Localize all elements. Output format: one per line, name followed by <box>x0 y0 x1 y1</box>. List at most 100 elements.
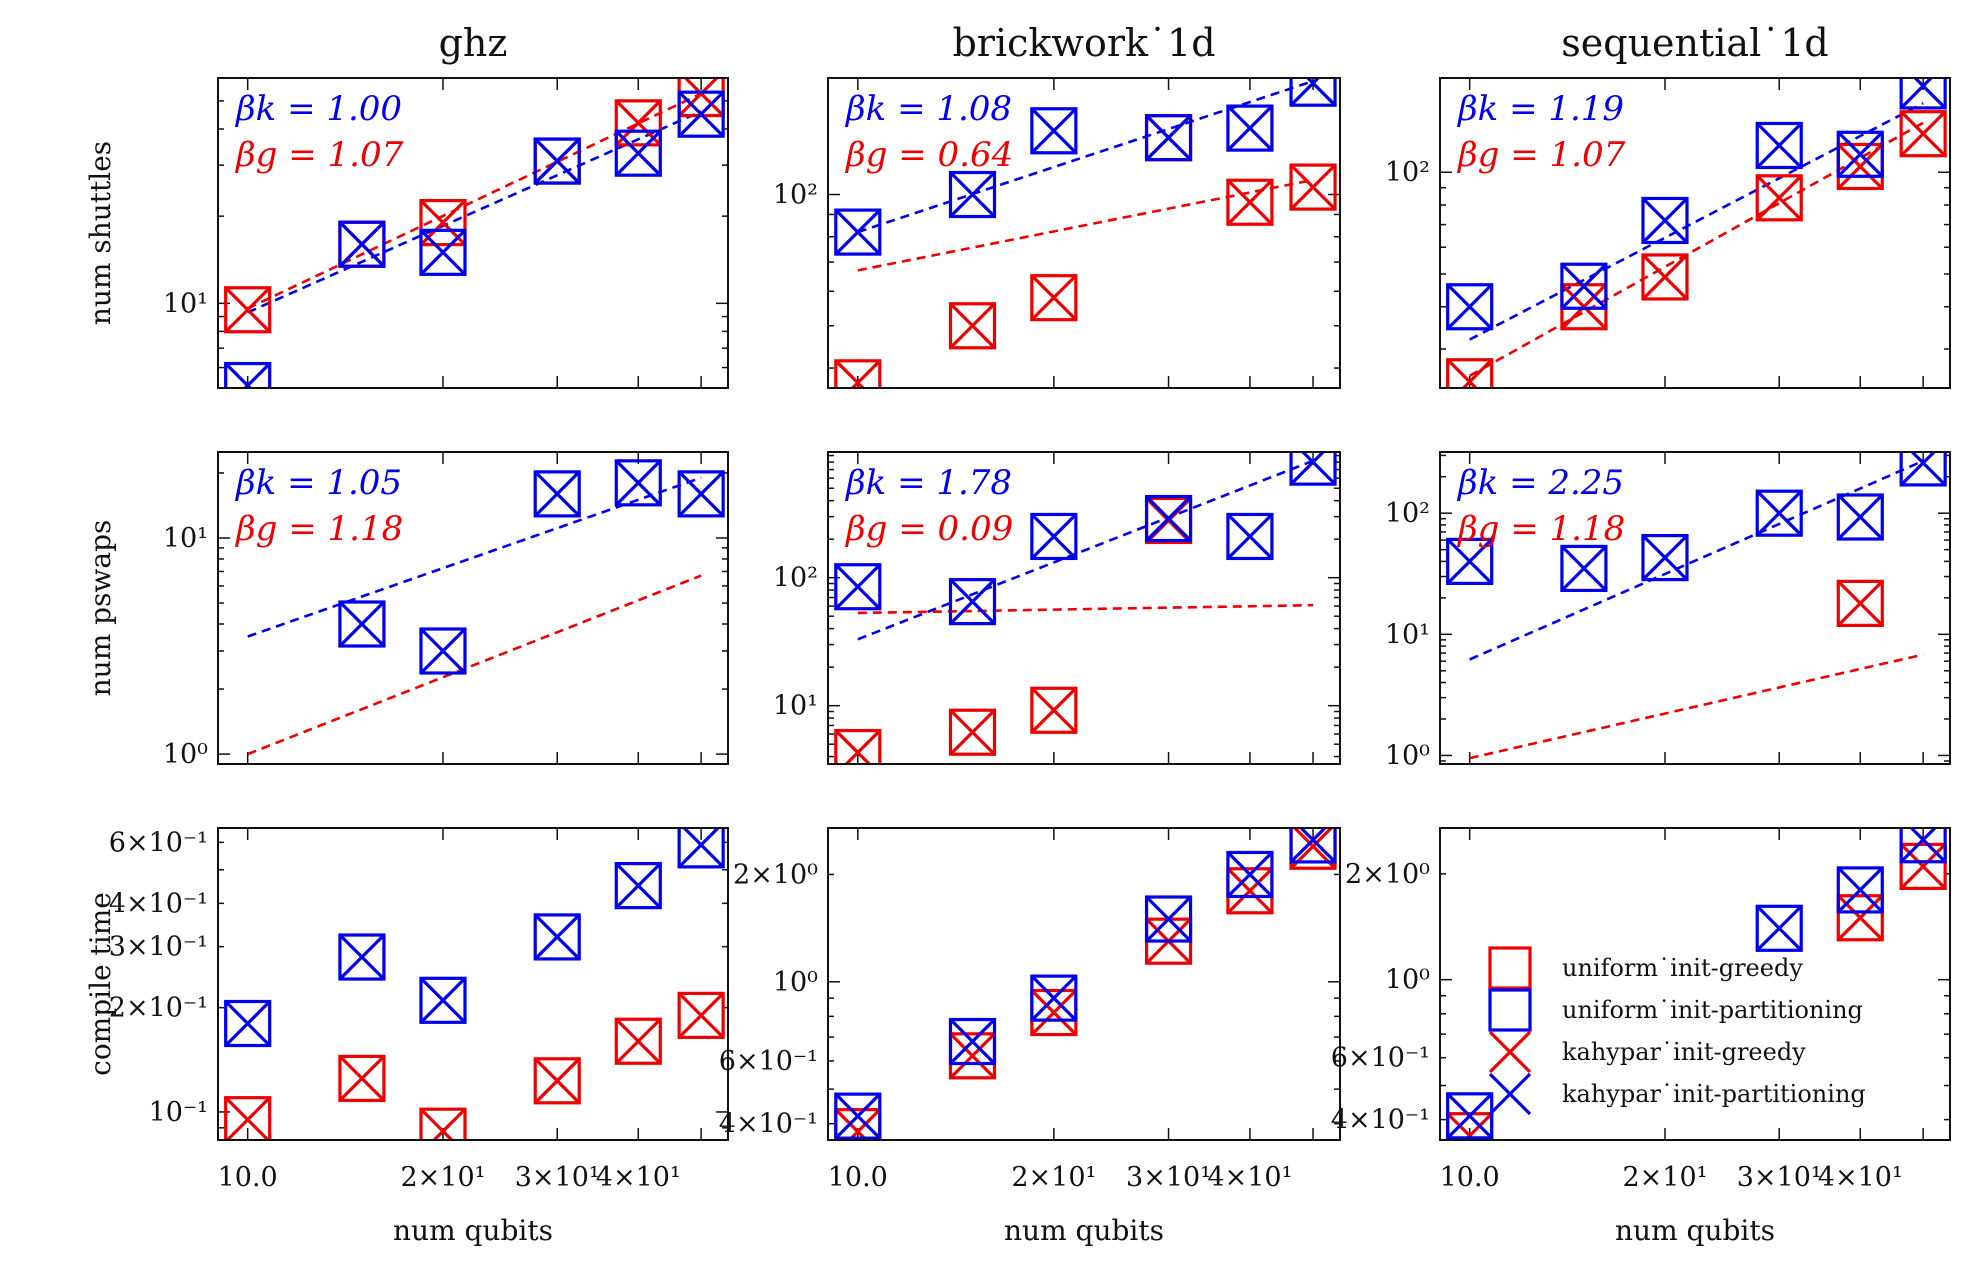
x-tick-label: 2×10¹ <box>1622 1162 1707 1193</box>
beta-annotation: βk = 1.05 <box>234 463 402 503</box>
data-point <box>224 361 272 388</box>
plot-area <box>834 828 1337 1140</box>
data-point <box>1289 163 1337 211</box>
x-axis-label: num qubits <box>393 1214 553 1247</box>
beta-annotation: βk = 1.00 <box>234 89 402 129</box>
data-point <box>1641 533 1689 582</box>
x-tick-label: 4×10¹ <box>1207 1162 1292 1193</box>
y-tick-label: 4×10⁻¹ <box>109 888 208 919</box>
y-tick-label: 4×10⁻¹ <box>719 1109 818 1140</box>
data-point <box>1899 842 1947 890</box>
y-tick-label: 10¹ <box>1385 619 1430 650</box>
plot-frame <box>217 77 729 389</box>
data-point <box>1030 512 1078 561</box>
data-point <box>224 1096 272 1140</box>
data-point <box>677 470 725 518</box>
data-point <box>1836 130 1884 178</box>
data-point <box>614 862 662 910</box>
data-point <box>1144 895 1193 943</box>
legend-marker-x <box>1488 1030 1532 1074</box>
beta-annotation: βg = 0.09 <box>844 509 1013 549</box>
panel-3: num pswaps 10⁰ 10¹ βk = 1.05 βg = 1.18 <box>84 451 729 770</box>
panel-7: num qubits 4×10⁻¹ 6×10⁻¹ 10⁰ 2×10⁰ 10.0 2×10¹ 3… <box>719 827 1341 1247</box>
data-point <box>834 359 882 388</box>
fit-line <box>857 178 1314 272</box>
x-tick-label: 10.0 <box>218 1162 278 1193</box>
y-axis-label: compile time <box>84 892 117 1076</box>
data-point <box>1836 866 1884 914</box>
beta-annotation: βg = 1.07 <box>234 135 404 175</box>
data-point <box>1836 579 1884 627</box>
y-axis-label: num pswaps <box>84 520 117 697</box>
legend-label: uniform˙init-partitioning <box>1562 996 1863 1024</box>
legend-entry: kahypar˙init-greedy <box>1488 1030 1806 1074</box>
panel-6: compile time num qubits 10⁻¹ 2×10⁻¹ 3×10⁻¹ 4×… <box>84 827 729 1247</box>
data-point <box>1836 894 1884 942</box>
data-point <box>1030 274 1078 322</box>
data-point <box>614 459 662 507</box>
data-point <box>1560 544 1608 593</box>
data-point <box>1899 78 1947 110</box>
data-point <box>677 828 725 869</box>
y-tick-label: 6×10⁻¹ <box>719 1046 818 1077</box>
y-tick-label: 10¹ <box>163 523 208 554</box>
data-point <box>1836 142 1884 191</box>
fit-line <box>247 574 702 756</box>
data-point <box>1226 850 1274 899</box>
data-point <box>1755 489 1803 537</box>
data-point <box>533 470 581 518</box>
fit-line <box>857 603 1314 615</box>
data-point <box>1755 121 1803 170</box>
data-point <box>533 137 581 185</box>
fit-line <box>1469 653 1924 760</box>
data-point <box>533 1057 581 1105</box>
legend: uniform˙init-greedy uniform˙init-partitio… <box>1488 946 1866 1116</box>
beta-annotation: βk = 1.08 <box>844 89 1012 129</box>
data-point <box>419 627 467 675</box>
panel-2: sequential˙1d 10² βk = 1.19 βg = 1.07 <box>1385 21 1951 389</box>
x-tick-label: 2×10¹ <box>400 1162 485 1193</box>
data-point <box>1144 494 1193 543</box>
data-point <box>419 228 467 276</box>
data-point <box>1836 493 1884 541</box>
data-point <box>677 991 725 1039</box>
data-point <box>419 1107 467 1140</box>
data-point <box>1144 114 1193 162</box>
data-point <box>1899 828 1947 864</box>
data-point <box>1446 537 1494 585</box>
data-point <box>1755 174 1803 222</box>
legend-marker-x <box>1488 1072 1532 1116</box>
legend-entry: uniform˙init-greedy <box>1488 946 1803 990</box>
panel-5: 10⁰ 10¹ 10² βk = 2.25 βg = 1.18 <box>1385 451 1951 771</box>
data-point <box>1030 974 1078 1022</box>
x-axis-label: num qubits <box>1004 1214 1164 1247</box>
legend-entry: uniform˙init-partitioning <box>1488 988 1863 1032</box>
plot-area <box>1446 828 1947 1140</box>
data-point <box>948 302 997 350</box>
data-point <box>948 1017 997 1066</box>
data-point <box>1289 78 1337 107</box>
y-tick-label: 10⁰ <box>163 739 208 770</box>
data-point <box>1030 686 1078 734</box>
x-axis-label: num qubits <box>1615 1214 1775 1247</box>
plot-frame <box>1439 827 1951 1141</box>
data-point <box>948 170 997 219</box>
y-tick-label: 2×10⁻¹ <box>109 993 208 1024</box>
panel-4: 10¹ 10² βk = 1.78 βg = 0.09 <box>773 451 1341 765</box>
beta-annotation: βg = 0.64 <box>844 135 1013 175</box>
fit-line <box>857 459 1314 641</box>
plot-frame <box>217 451 729 765</box>
y-tick-label: 6×10⁻¹ <box>109 827 208 858</box>
data-point <box>1755 904 1803 952</box>
data-point <box>614 129 662 177</box>
x-tick-label: 3×10¹ <box>1126 1162 1211 1193</box>
panel-0: ghz num shuttles 10¹ βk = 1.00 βg = 1.07 <box>84 21 729 389</box>
plot-frame <box>1439 77 1951 389</box>
beta-annotation: βg = 1.18 <box>1456 509 1625 549</box>
y-tick-label: 10² <box>773 180 818 211</box>
data-point <box>1030 107 1078 155</box>
panel-title: brickwork˙1d <box>952 21 1215 65</box>
beta-annotation: βg = 1.18 <box>234 509 403 549</box>
legend-label: uniform˙init-greedy <box>1562 954 1803 982</box>
